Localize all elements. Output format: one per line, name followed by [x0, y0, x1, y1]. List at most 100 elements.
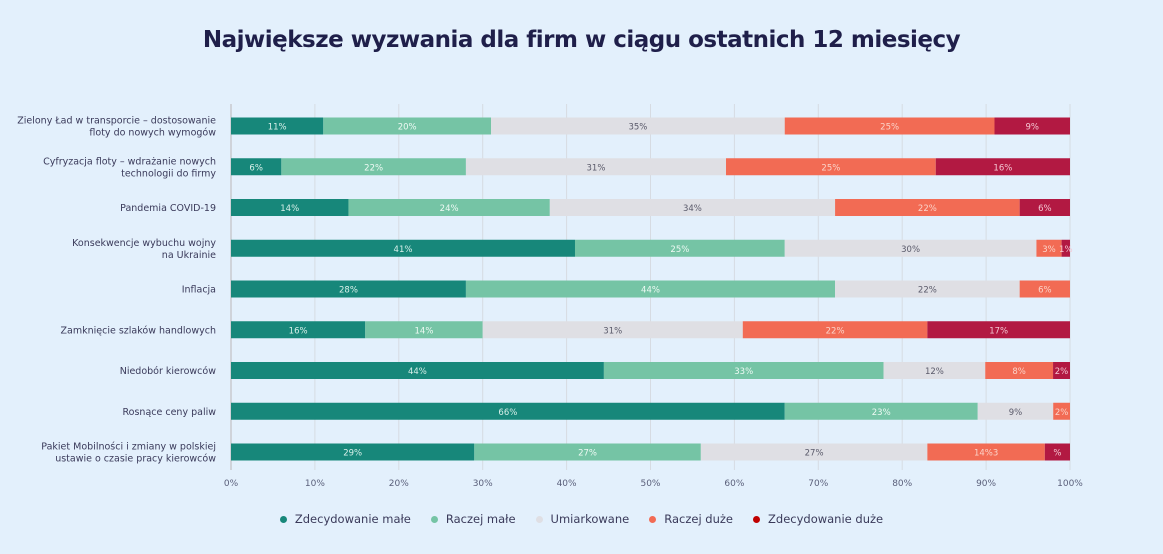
- bar-segment: [935, 158, 1070, 176]
- category-label-line: ustawie o czasie pracy kierowców: [55, 454, 216, 465]
- bar-segment: [365, 321, 483, 339]
- data-label: 17%: [989, 326, 1008, 336]
- data-label: 22%: [918, 204, 937, 214]
- category-label-line: technologii do firmy: [121, 168, 216, 179]
- data-label: 24%: [440, 204, 459, 214]
- data-label: 1%: [1059, 245, 1073, 255]
- bar-segment: [1019, 199, 1070, 216]
- bar-segment: [574, 239, 785, 257]
- bar-segment: [231, 280, 466, 298]
- bar-segment: [994, 117, 1070, 135]
- bar-segment: [231, 158, 282, 176]
- bar-segment: [784, 239, 1037, 257]
- category-label-line: Pandemia COVID-19: [120, 203, 216, 214]
- data-label: 27%: [578, 449, 597, 459]
- legend-dot-icon: [279, 515, 287, 523]
- data-label: 16%: [289, 326, 308, 336]
- bar-segment: [482, 321, 743, 339]
- category-label: Inflacja: [182, 285, 216, 296]
- category-label-line: Niedobór kierowców: [120, 366, 217, 377]
- bar-segment: [281, 158, 466, 176]
- data-label: 8%: [1012, 367, 1026, 377]
- bar-segment: [784, 117, 995, 135]
- data-label: 23%: [872, 408, 891, 418]
- chart-legend: Zdecydowanie małe Raczej małe Umiarkowane R…: [0, 512, 1163, 526]
- category-label: Pandemia COVID-19: [120, 203, 216, 214]
- bar-segment: [1061, 239, 1070, 257]
- legend-item: Umiarkowane: [535, 512, 629, 526]
- data-label: 14%3: [974, 449, 998, 459]
- data-label: 25%: [821, 163, 840, 173]
- x-tick-label: 50%: [640, 479, 660, 489]
- data-label: 27%: [805, 449, 824, 459]
- bar-segment: [1019, 280, 1070, 298]
- category-label: Zamknięcie szlaków handlowych: [61, 325, 216, 336]
- data-label: 44%: [641, 286, 660, 296]
- category-label-line: Inflacja: [182, 285, 216, 296]
- data-label: 66%: [498, 408, 517, 418]
- category-label-line: Zamknięcie szlaków handlowych: [61, 325, 216, 336]
- bar-segment: [231, 117, 324, 135]
- x-tick-label: 70%: [808, 479, 828, 489]
- legend-label: Raczej małe: [445, 512, 516, 526]
- x-tick-label: 0%: [224, 479, 239, 489]
- bar-segment: [323, 117, 492, 135]
- legend-dot-icon: [753, 515, 761, 523]
- chart-title: Największe wyzwania dla firm w ciągu ost…: [202, 27, 961, 53]
- bar-segment: [726, 158, 936, 176]
- bar-segment: [231, 402, 785, 420]
- category-label: Rosnące ceny paliw: [123, 407, 217, 418]
- bar-segment: [491, 117, 785, 135]
- data-label: 6%: [249, 163, 263, 173]
- data-label: 30%: [901, 245, 920, 255]
- data-label: 9%: [1009, 408, 1023, 418]
- bar-segment: [784, 402, 978, 420]
- bar-segment: [977, 402, 1054, 420]
- bar-segment: [835, 199, 1020, 216]
- data-label: 6%: [1038, 204, 1052, 214]
- data-label: 16%: [993, 163, 1012, 173]
- bar-segment: [985, 362, 1054, 379]
- x-tick-label: 30%: [473, 479, 493, 489]
- data-label: 28%: [339, 286, 358, 296]
- data-label: 20%: [398, 123, 417, 133]
- data-label: %: [1053, 449, 1061, 459]
- bar-segment: [835, 280, 1020, 298]
- legend-item: Raczej duże: [649, 512, 733, 526]
- category-label-line: Konsekwencje wybuchu wojny: [72, 238, 216, 249]
- x-tick-label: 10%: [305, 479, 325, 489]
- category-label: Niedobór kierowców: [120, 366, 217, 377]
- data-label: 12%: [925, 367, 944, 377]
- bar-segment: [1053, 402, 1070, 420]
- bar-segment: [742, 321, 928, 339]
- legend-label: Zdecydowanie małe: [294, 512, 411, 526]
- x-tick-label: 40%: [557, 479, 577, 489]
- category-label-line: Cyfryzacja floty – wdrażanie nowych: [43, 156, 216, 167]
- bar-segment: [231, 443, 475, 461]
- data-label: 22%: [364, 163, 383, 173]
- x-tick-label: 80%: [892, 479, 912, 489]
- x-tick-label: 90%: [976, 479, 996, 489]
- data-label: 34%: [683, 204, 702, 214]
- legend-dot-icon: [535, 515, 543, 523]
- data-label: 33%: [734, 367, 753, 377]
- category-label-line: Rosnące ceny paliw: [123, 407, 217, 418]
- data-label: 9%: [1025, 123, 1039, 133]
- bar-segment: [927, 443, 1045, 461]
- data-label: 31%: [587, 163, 606, 173]
- category-label-line: Zielony Ład w transporcie – dostosowanie: [17, 116, 216, 127]
- bar-segment: [231, 239, 575, 257]
- category-label: Cyfryzacja floty – wdrażanie nowych techn…: [43, 156, 216, 179]
- data-label: 29%: [343, 449, 362, 459]
- data-label: 41%: [394, 245, 413, 255]
- legend-label: Raczej duże: [664, 512, 734, 526]
- x-tick-label: 60%: [724, 479, 744, 489]
- category-label-line: floty do nowych wymogów: [89, 128, 216, 139]
- data-label: 31%: [603, 326, 622, 336]
- bar-segment: [465, 280, 836, 298]
- bar-segment: [231, 199, 349, 216]
- data-label: 25%: [670, 245, 689, 255]
- bar-segment: [231, 321, 366, 339]
- data-label: 25%: [880, 123, 899, 133]
- bar-segment: [549, 199, 836, 216]
